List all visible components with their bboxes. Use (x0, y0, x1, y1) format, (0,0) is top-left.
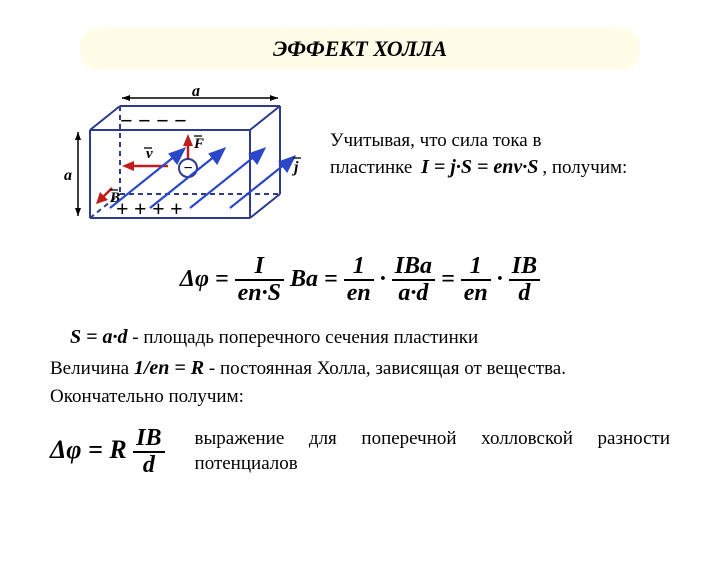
title-bar: ЭФФЕКТ ХОЛЛА (80, 28, 640, 70)
hall-const-line: Величина 1/en = R - постоянная Холла, за… (50, 353, 670, 384)
page-title: ЭФФЕКТ ХОЛЛА (273, 36, 447, 61)
final-formula: Δφ = R IBd (50, 426, 165, 478)
right-text-block: Учитывая, что сила тока в пластинке I = … (330, 88, 627, 181)
area-line: S = a·d - площадь поперечного сечения пл… (50, 322, 670, 353)
right-line1: Учитывая, что сила тока в (330, 128, 627, 154)
label-a: a (64, 167, 72, 184)
svg-text:− − − −: − − − − (120, 108, 187, 133)
eq-hall-const: 1/en = R (134, 357, 204, 379)
final-text: выражение для поперечной холловской разн… (195, 427, 670, 476)
eq-area: S = a·d (70, 326, 128, 348)
svg-text:+ + + +: + + + + (116, 196, 183, 221)
hall-diagram: d a − − − − + + + + v F − (50, 88, 310, 248)
row-diagram-text: d a − − − − + + + + v F − (0, 88, 720, 248)
diagram-svg: d a − − − − + + + + v F − (50, 88, 310, 248)
final-row: Δφ = R IBd выражение для поперечной холл… (0, 426, 720, 478)
main-formula: Δφ = Ien·S Ba = 1en · IBaa·d = 1en · IBd (0, 254, 720, 306)
label-F: F (193, 136, 204, 152)
final-intro: Окончательно получим: (50, 383, 670, 412)
eq-current: I = j·S = env·S (421, 156, 538, 178)
right-line2: пластинке I = j·S = env·S, получим: (330, 154, 627, 181)
label-d: d (192, 88, 201, 100)
body-block: S = a·d - площадь поперечного сечения пл… (0, 322, 720, 412)
